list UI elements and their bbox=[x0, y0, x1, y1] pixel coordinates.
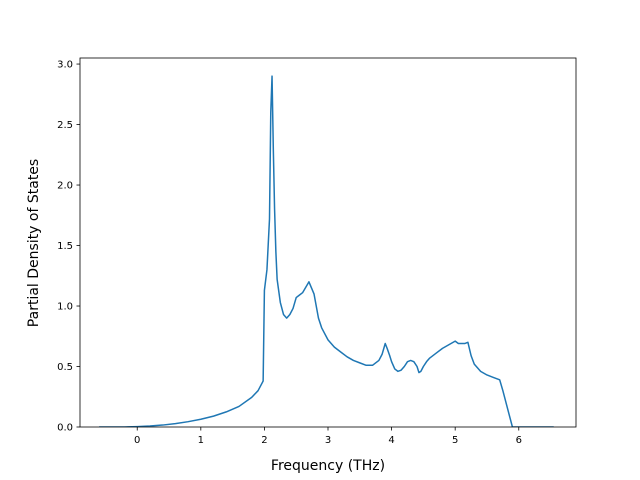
y-axis-ticks: 0.0 0.5 1.0 1.5 2.0 2.5 3.0 bbox=[57, 60, 80, 434]
y-tick-label: 1.0 bbox=[57, 302, 73, 313]
x-tick-label: 0 bbox=[134, 435, 140, 446]
x-tick-label: 6 bbox=[516, 435, 522, 446]
y-axis-label: Partial Density of States bbox=[26, 159, 42, 327]
x-tick-label: 2 bbox=[261, 435, 267, 446]
x-tick-label: 5 bbox=[452, 435, 458, 446]
plot-area bbox=[99, 75, 554, 427]
x-tick-label: 4 bbox=[388, 435, 394, 446]
axes-frame bbox=[79, 57, 577, 428]
y-tick-label: 2.0 bbox=[57, 181, 73, 192]
y-tick-label: 1.5 bbox=[57, 241, 73, 252]
y-tick-label: 0.0 bbox=[57, 423, 73, 434]
x-axis-ticks: 0 1 2 3 4 5 6 bbox=[134, 427, 522, 446]
y-tick-label: 3.0 bbox=[57, 60, 73, 71]
x-tick-label: 3 bbox=[325, 435, 331, 446]
y-tick-label: 2.5 bbox=[57, 120, 73, 131]
x-axis-label: Frequency (THz) bbox=[271, 458, 385, 474]
pdos-series-line bbox=[99, 75, 554, 427]
x-tick-label: 1 bbox=[198, 435, 204, 446]
y-tick-label: 0.5 bbox=[57, 362, 73, 373]
